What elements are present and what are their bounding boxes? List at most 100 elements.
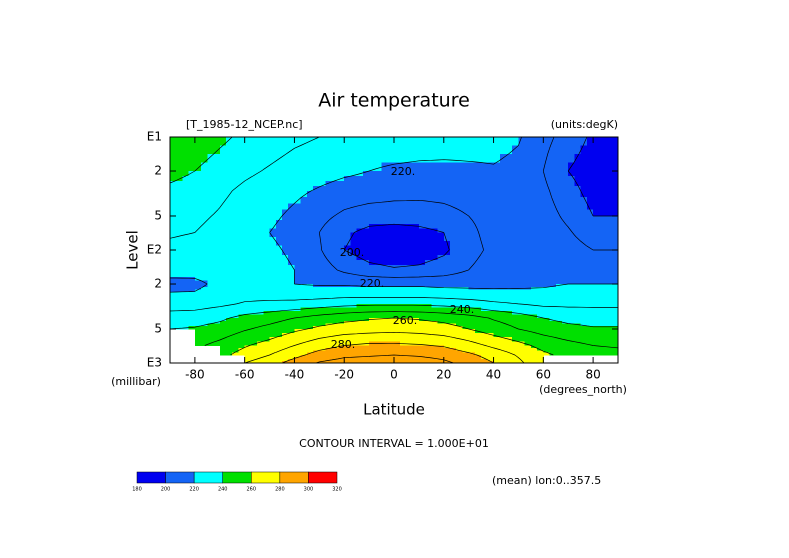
contour-cell	[562, 197, 569, 205]
contour-cell	[462, 318, 470, 322]
contour-cell	[450, 299, 457, 303]
contour-cell	[555, 220, 563, 225]
contour-cell	[201, 301, 208, 305]
contour-cell	[530, 241, 538, 247]
contour-cell	[599, 320, 607, 325]
contour-cell	[207, 299, 215, 303]
contour-label: 220.	[391, 165, 416, 178]
contour-cell	[562, 326, 569, 330]
contour-cell	[456, 241, 464, 247]
contour-cell	[462, 241, 470, 247]
contour-cell	[574, 289, 582, 293]
contour-cell	[387, 314, 395, 319]
contour-cell	[250, 145, 258, 155]
contour-cell	[580, 220, 588, 225]
contour-cell	[263, 350, 271, 354]
contour-cell	[574, 314, 582, 319]
contour-cell	[257, 350, 264, 354]
contour-cell	[213, 145, 221, 155]
contour-cell	[530, 228, 538, 234]
contour-cell	[580, 254, 588, 261]
contour-cell	[306, 245, 314, 251]
contour-cell	[350, 289, 358, 293]
contour-cell	[269, 284, 277, 288]
contour-cell	[319, 294, 327, 298]
contour-cell	[381, 326, 389, 330]
contour-cell	[226, 259, 233, 266]
contour-cell	[331, 341, 339, 347]
contour-cell	[443, 355, 451, 358]
contour-cell	[568, 341, 576, 347]
contour-cell	[599, 264, 607, 271]
contour-cell	[462, 307, 470, 312]
contour-cell	[244, 245, 252, 251]
contour-cell	[593, 352, 600, 356]
contour-cell	[394, 245, 401, 251]
contour-cell	[250, 314, 258, 319]
contour-cell	[176, 276, 184, 282]
contour-cell	[269, 347, 277, 351]
contour-cell	[176, 273, 184, 278]
contour-cell	[219, 337, 227, 342]
contour-cell	[313, 361, 320, 364]
contour-cell	[524, 289, 532, 293]
contour-cell	[599, 269, 607, 275]
contour-cell	[238, 215, 246, 221]
contour-cell	[499, 254, 507, 261]
contour-cell	[257, 328, 264, 334]
contour-cell	[319, 318, 327, 322]
contour-cell	[593, 245, 600, 251]
contour-cell	[219, 145, 227, 155]
contour-cell	[375, 162, 383, 172]
contour-cell	[406, 350, 414, 354]
contour-cell	[593, 345, 600, 349]
contour-cell	[250, 323, 258, 327]
contour-cell	[194, 280, 202, 285]
contour-cell	[362, 350, 370, 354]
contour-cell	[369, 220, 376, 225]
contour-cell	[481, 154, 488, 164]
contour-cell	[493, 209, 501, 217]
contour-cell	[487, 245, 495, 251]
contour-cell	[499, 307, 507, 312]
contour-cell	[331, 180, 339, 187]
contour-cell	[512, 154, 520, 164]
contour-cell	[586, 269, 594, 275]
contour-cell	[275, 284, 283, 288]
contour-cell	[443, 292, 451, 296]
contour-cell	[257, 154, 264, 164]
contour-cell	[568, 180, 576, 187]
contour-cell	[387, 286, 395, 291]
contour-cell	[406, 203, 414, 211]
contour-cell	[586, 289, 594, 293]
contour-cell	[580, 303, 588, 309]
contour-cell	[350, 328, 358, 334]
contour-cell	[562, 299, 569, 303]
contour-cell	[263, 314, 271, 319]
contour-cell	[599, 145, 607, 155]
contour-cell	[493, 280, 501, 285]
contour-cell	[362, 301, 370, 305]
contour-cell	[555, 162, 563, 172]
contour-cell	[375, 228, 383, 234]
y-units-label: (millibar)	[111, 375, 161, 388]
contour-cell	[487, 236, 495, 242]
contour-cell	[437, 347, 445, 351]
contour-cell	[611, 145, 619, 155]
contour-cell	[543, 171, 551, 177]
contour-cell	[512, 224, 520, 229]
contour-cell	[580, 245, 588, 251]
contour-cell	[269, 280, 277, 285]
contour-cell	[400, 301, 408, 305]
contour-cell	[605, 190, 613, 198]
contour-cell	[244, 357, 252, 360]
contour-cell	[269, 185, 277, 192]
contour-cell	[437, 228, 445, 234]
contour-cell	[362, 185, 370, 192]
contour-cell	[431, 347, 439, 351]
contour-cell	[201, 292, 208, 296]
contour-cell	[369, 303, 376, 309]
contour-cell	[443, 352, 451, 356]
contour-cell	[232, 245, 240, 251]
contour-cell	[524, 310, 532, 316]
